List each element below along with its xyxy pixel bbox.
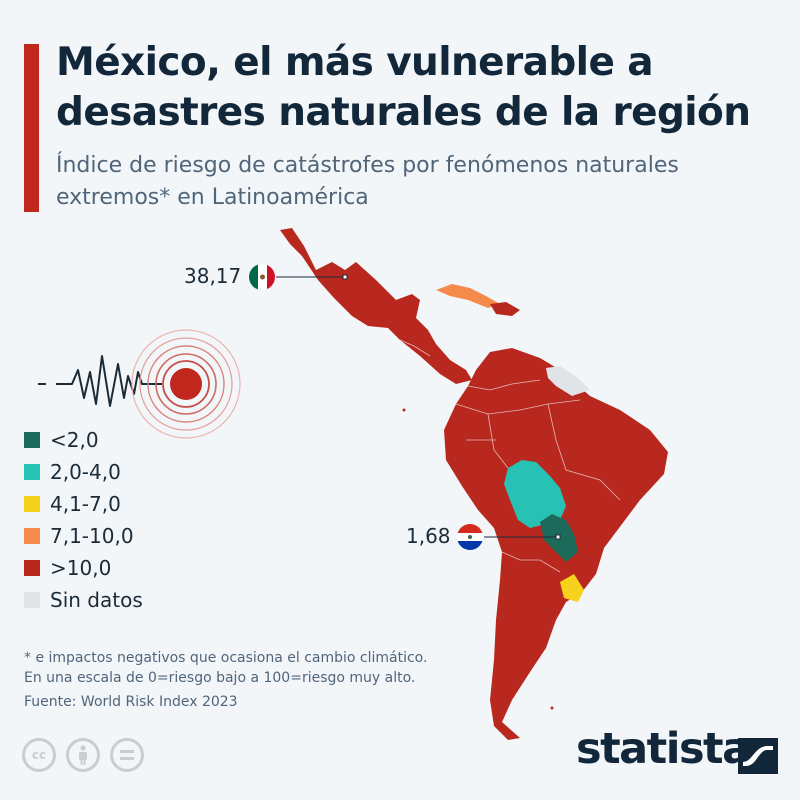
map-region-hispaniola bbox=[490, 302, 520, 316]
legend-swatch bbox=[24, 560, 40, 576]
legend-item: >10,0 bbox=[24, 552, 143, 584]
no-derivatives-icon[interactable] bbox=[110, 738, 144, 772]
map-regions bbox=[280, 228, 668, 740]
footnote-line: En una escala de 0=riesgo bajo a 100=rie… bbox=[24, 670, 416, 686]
legend-item: <2,0 bbox=[24, 424, 143, 456]
legend-swatch bbox=[24, 432, 40, 448]
map-region-bolivia bbox=[504, 460, 566, 528]
map-region-islands bbox=[402, 408, 406, 412]
statista-logo-icon[interactable] bbox=[738, 738, 778, 774]
legend-label: <2,0 bbox=[50, 428, 99, 452]
map-borders bbox=[399, 339, 621, 573]
paraguay-flag-icon bbox=[457, 524, 483, 550]
paraguay-value-label: 1,68 bbox=[406, 524, 451, 548]
footnote-line: * e impactos negativos que ocasiona el c… bbox=[24, 650, 428, 666]
page-title: México, el más vulnerable a desastres na… bbox=[56, 40, 751, 135]
mexico-flag-icon bbox=[249, 264, 275, 290]
legend-item: 2,0-4,0 bbox=[24, 456, 143, 488]
map-region-malvinas bbox=[550, 706, 554, 710]
seismograph-icon bbox=[38, 355, 162, 407]
legend-item: 4,1-7,0 bbox=[24, 488, 143, 520]
legend-label: >10,0 bbox=[50, 556, 112, 580]
map-region-guianas bbox=[546, 366, 590, 396]
brand-name[interactable]: statista bbox=[576, 724, 751, 774]
legend-item: 7,1-10,0 bbox=[24, 520, 143, 552]
map-region-uruguay bbox=[560, 574, 584, 602]
legend-label: 7,1-10,0 bbox=[50, 524, 134, 548]
legend-swatch bbox=[24, 496, 40, 512]
epicenter-icon bbox=[131, 329, 241, 439]
map-region-cuba bbox=[436, 284, 500, 308]
accent-bar bbox=[24, 44, 39, 212]
license-icons: cc bbox=[22, 738, 144, 772]
legend-label: 4,1-7,0 bbox=[50, 492, 121, 516]
legend-label: 2,0-4,0 bbox=[50, 460, 121, 484]
legend-label: Sin datos bbox=[50, 588, 143, 612]
map-region-mexico bbox=[280, 228, 472, 384]
cc-icon[interactable]: cc bbox=[22, 738, 56, 772]
footnote: * e impactos negativos que ocasiona el c… bbox=[24, 648, 484, 712]
page-subtitle: Índice de riesgo de catástrofes por fenó… bbox=[56, 153, 679, 210]
legend-swatch bbox=[24, 592, 40, 608]
legend-item: Sin datos bbox=[24, 584, 143, 616]
attribution-icon[interactable] bbox=[66, 738, 100, 772]
legend-swatch bbox=[24, 528, 40, 544]
mexico-value-label: 38,17 bbox=[184, 264, 242, 288]
legend: <2,0 2,0-4,0 4,1-7,0 7,1-10,0 >10,0 Sin … bbox=[24, 424, 143, 616]
paraguay-marker bbox=[555, 534, 561, 540]
legend-swatch bbox=[24, 464, 40, 480]
source-text: Fuente: World Risk Index 2023 bbox=[24, 694, 238, 710]
mexico-marker bbox=[342, 274, 348, 280]
